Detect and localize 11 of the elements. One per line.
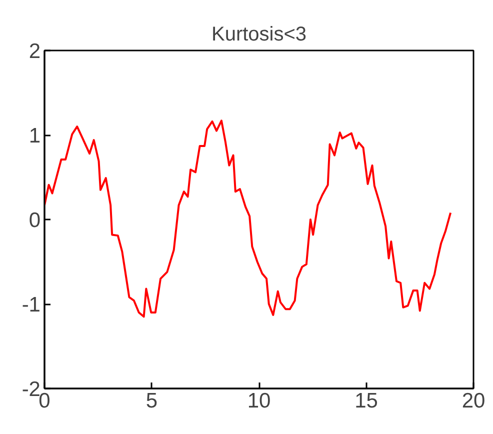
x-tick-label: 5 xyxy=(146,390,158,412)
y-tick-label: 1 xyxy=(28,124,41,148)
y-tick-label: -2 xyxy=(22,378,41,401)
chart-title: Kurtosis<3 xyxy=(211,24,307,46)
y-tick-label: -1 xyxy=(22,294,41,316)
y-tick-label: 2 xyxy=(28,40,41,63)
y-tick-label: 0 xyxy=(28,209,41,232)
x-tick-label: 10 xyxy=(247,390,271,412)
x-tick-label: 20 xyxy=(462,390,486,412)
line-series xyxy=(44,120,452,318)
x-tick-label: 15 xyxy=(354,390,378,412)
